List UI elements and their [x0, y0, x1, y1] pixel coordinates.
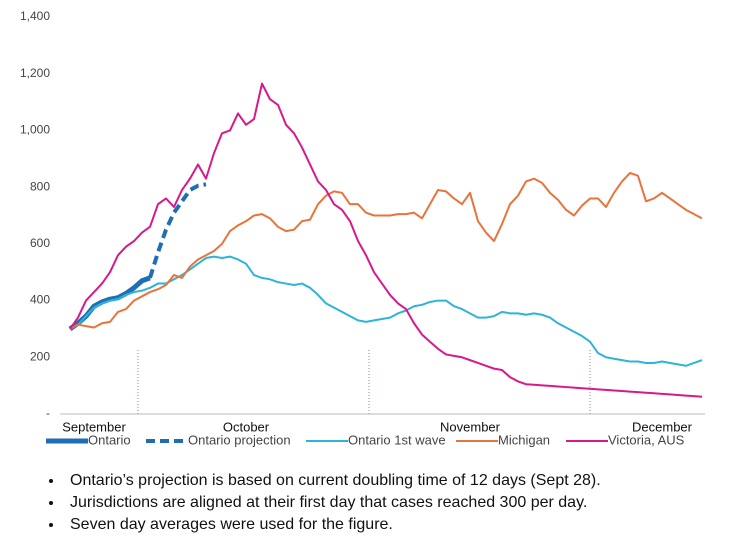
note: Seven day averages were used for the fig… [64, 514, 601, 536]
notes: Ontario’s projection is based on current… [8, 470, 601, 536]
y-tick-label: - [46, 406, 50, 420]
legend-label: Victoria, AUS [608, 432, 685, 447]
legend-label: Ontario [88, 432, 131, 447]
series-line [69, 171, 703, 330]
x-tick-label: September [62, 419, 126, 434]
legend-label: Michigan [498, 432, 550, 447]
series-line [148, 182, 207, 279]
y-tick-label: 400 [30, 293, 50, 307]
y-tick-label: 200 [30, 349, 50, 363]
series-line [69, 255, 703, 367]
series-line [69, 82, 703, 398]
y-tick-label: 1,000 [20, 123, 50, 137]
x-tick-label: October [223, 419, 270, 434]
legend-label: Ontario 1st wave [348, 432, 446, 447]
y-tick-label: 1,400 [20, 9, 50, 23]
y-tick-label: 800 [30, 179, 50, 193]
chart: - 200 400 600 800 1,000 1,200 1,400 September Oct… [20, 9, 705, 447]
note: Ontario’s projection is based on current… [64, 470, 601, 492]
note: Jurisdictions are aligned at their first… [64, 492, 601, 514]
x-tick-label: November [440, 419, 501, 434]
x-tick-label: December [632, 419, 693, 434]
y-tick-label: 600 [30, 236, 50, 250]
y-tick-label: 1,200 [20, 66, 50, 80]
legend-label: Ontario projection [188, 432, 291, 447]
